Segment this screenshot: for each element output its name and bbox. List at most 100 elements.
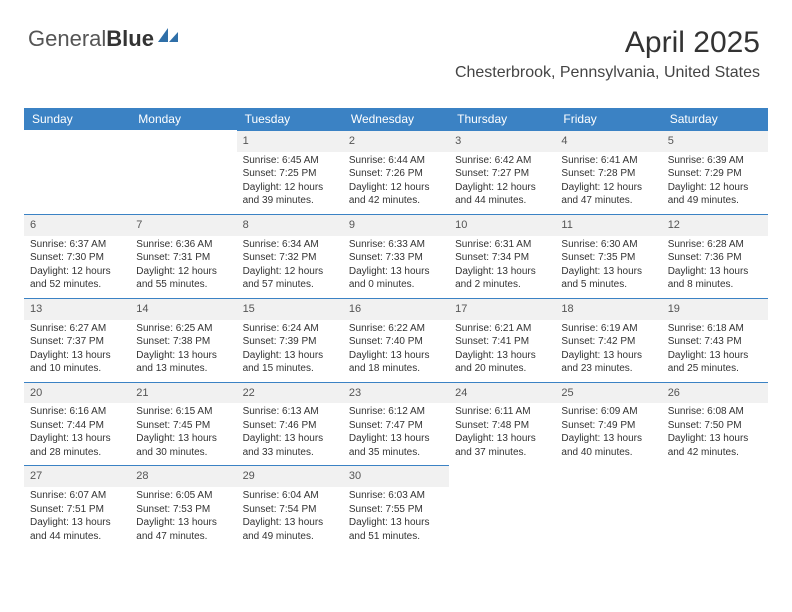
daylight-text: Daylight: 13 hours and 33 minutes. <box>243 432 337 459</box>
daylight-text: Daylight: 13 hours and 42 minutes. <box>668 432 762 459</box>
sunset-text: Sunset: 7:45 PM <box>136 419 230 433</box>
day-number: 6 <box>24 214 130 236</box>
calendar-day-cell: 9Sunrise: 6:33 AMSunset: 7:33 PMDaylight… <box>343 214 449 298</box>
calendar-day-cell: 19Sunrise: 6:18 AMSunset: 7:43 PMDayligh… <box>662 298 768 382</box>
daylight-text: Daylight: 12 hours and 57 minutes. <box>243 265 337 292</box>
sunrise-text: Sunrise: 6:12 AM <box>349 405 443 419</box>
day-details: Sunrise: 6:08 AMSunset: 7:50 PMDaylight:… <box>662 403 768 465</box>
sunrise-text: Sunrise: 6:03 AM <box>349 489 443 503</box>
day-number: 12 <box>662 214 768 236</box>
sunrise-text: Sunrise: 6:30 AM <box>561 238 655 252</box>
day-details: Sunrise: 6:41 AMSunset: 7:28 PMDaylight:… <box>555 152 661 214</box>
title-block: April 2025 Chesterbrook, Pennsylvania, U… <box>455 26 760 82</box>
day-details: Sunrise: 6:28 AMSunset: 7:36 PMDaylight:… <box>662 236 768 298</box>
daylight-text: Daylight: 13 hours and 47 minutes. <box>136 516 230 543</box>
sunset-text: Sunset: 7:47 PM <box>349 419 443 433</box>
logo-sail-icon <box>156 26 180 47</box>
sunrise-text: Sunrise: 6:15 AM <box>136 405 230 419</box>
calendar-day-cell: 12Sunrise: 6:28 AMSunset: 7:36 PMDayligh… <box>662 214 768 298</box>
weekday-header: Monday <box>130 108 236 130</box>
daylight-text: Daylight: 13 hours and 13 minutes. <box>136 349 230 376</box>
sunset-text: Sunset: 7:42 PM <box>561 335 655 349</box>
weekday-header: Thursday <box>449 108 555 130</box>
sunrise-text: Sunrise: 6:18 AM <box>668 322 762 336</box>
sunrise-text: Sunrise: 6:44 AM <box>349 154 443 168</box>
sunrise-text: Sunrise: 6:05 AM <box>136 489 230 503</box>
daylight-text: Daylight: 13 hours and 37 minutes. <box>455 432 549 459</box>
day-details: Sunrise: 6:15 AMSunset: 7:45 PMDaylight:… <box>130 403 236 465</box>
sunrise-text: Sunrise: 6:25 AM <box>136 322 230 336</box>
day-details: Sunrise: 6:03 AMSunset: 7:55 PMDaylight:… <box>343 487 449 549</box>
day-number: 1 <box>237 130 343 152</box>
calendar-day-cell: 28Sunrise: 6:05 AMSunset: 7:53 PMDayligh… <box>130 465 236 549</box>
weekday-header: Wednesday <box>343 108 449 130</box>
sunrise-text: Sunrise: 6:28 AM <box>668 238 762 252</box>
calendar-week-row: 1Sunrise: 6:45 AMSunset: 7:25 PMDaylight… <box>24 130 768 214</box>
day-number: 17 <box>449 298 555 320</box>
day-details: Sunrise: 6:07 AMSunset: 7:51 PMDaylight:… <box>24 487 130 549</box>
sunset-text: Sunset: 7:28 PM <box>561 167 655 181</box>
day-number: 2 <box>343 130 449 152</box>
daylight-text: Daylight: 13 hours and 30 minutes. <box>136 432 230 459</box>
daylight-text: Daylight: 13 hours and 8 minutes. <box>668 265 762 292</box>
calendar-day-cell: 21Sunrise: 6:15 AMSunset: 7:45 PMDayligh… <box>130 382 236 466</box>
day-number: 15 <box>237 298 343 320</box>
day-number: 5 <box>662 130 768 152</box>
calendar-day-cell: 22Sunrise: 6:13 AMSunset: 7:46 PMDayligh… <box>237 382 343 466</box>
daylight-text: Daylight: 13 hours and 2 minutes. <box>455 265 549 292</box>
calendar-week-row: 6Sunrise: 6:37 AMSunset: 7:30 PMDaylight… <box>24 214 768 298</box>
sunrise-text: Sunrise: 6:11 AM <box>455 405 549 419</box>
sunset-text: Sunset: 7:48 PM <box>455 419 549 433</box>
day-details: Sunrise: 6:39 AMSunset: 7:29 PMDaylight:… <box>662 152 768 214</box>
weekday-header: Saturday <box>662 108 768 130</box>
sunset-text: Sunset: 7:54 PM <box>243 503 337 517</box>
calendar-day-cell: 2Sunrise: 6:44 AMSunset: 7:26 PMDaylight… <box>343 130 449 214</box>
daylight-text: Daylight: 13 hours and 28 minutes. <box>30 432 124 459</box>
sunset-text: Sunset: 7:53 PM <box>136 503 230 517</box>
calendar-week-row: 20Sunrise: 6:16 AMSunset: 7:44 PMDayligh… <box>24 382 768 466</box>
sunrise-text: Sunrise: 6:19 AM <box>561 322 655 336</box>
day-details: Sunrise: 6:21 AMSunset: 7:41 PMDaylight:… <box>449 320 555 382</box>
daylight-text: Daylight: 12 hours and 55 minutes. <box>136 265 230 292</box>
sunset-text: Sunset: 7:35 PM <box>561 251 655 265</box>
daylight-text: Daylight: 13 hours and 0 minutes. <box>349 265 443 292</box>
sunset-text: Sunset: 7:34 PM <box>455 251 549 265</box>
day-details: Sunrise: 6:25 AMSunset: 7:38 PMDaylight:… <box>130 320 236 382</box>
sunrise-text: Sunrise: 6:21 AM <box>455 322 549 336</box>
calendar-day-cell <box>130 130 236 214</box>
sunrise-text: Sunrise: 6:37 AM <box>30 238 124 252</box>
sunrise-text: Sunrise: 6:04 AM <box>243 489 337 503</box>
sunrise-text: Sunrise: 6:09 AM <box>561 405 655 419</box>
calendar-day-cell: 5Sunrise: 6:39 AMSunset: 7:29 PMDaylight… <box>662 130 768 214</box>
day-number: 30 <box>343 465 449 487</box>
sunrise-text: Sunrise: 6:34 AM <box>243 238 337 252</box>
day-details: Sunrise: 6:37 AMSunset: 7:30 PMDaylight:… <box>24 236 130 298</box>
day-number: 21 <box>130 382 236 404</box>
sunset-text: Sunset: 7:55 PM <box>349 503 443 517</box>
daylight-text: Daylight: 13 hours and 51 minutes. <box>349 516 443 543</box>
sunset-text: Sunset: 7:38 PM <box>136 335 230 349</box>
calendar-day-cell: 15Sunrise: 6:24 AMSunset: 7:39 PMDayligh… <box>237 298 343 382</box>
sunrise-text: Sunrise: 6:24 AM <box>243 322 337 336</box>
sunset-text: Sunset: 7:36 PM <box>668 251 762 265</box>
calendar: SundayMondayTuesdayWednesdayThursdayFrid… <box>24 108 768 549</box>
day-number: 16 <box>343 298 449 320</box>
calendar-day-cell: 10Sunrise: 6:31 AMSunset: 7:34 PMDayligh… <box>449 214 555 298</box>
day-number: 11 <box>555 214 661 236</box>
sunset-text: Sunset: 7:30 PM <box>30 251 124 265</box>
weekday-header: Friday <box>555 108 661 130</box>
day-details: Sunrise: 6:34 AMSunset: 7:32 PMDaylight:… <box>237 236 343 298</box>
calendar-day-cell: 13Sunrise: 6:27 AMSunset: 7:37 PMDayligh… <box>24 298 130 382</box>
calendar-day-cell: 25Sunrise: 6:09 AMSunset: 7:49 PMDayligh… <box>555 382 661 466</box>
daylight-text: Daylight: 12 hours and 49 minutes. <box>668 181 762 208</box>
sunset-text: Sunset: 7:50 PM <box>668 419 762 433</box>
sunrise-text: Sunrise: 6:41 AM <box>561 154 655 168</box>
sunset-text: Sunset: 7:43 PM <box>668 335 762 349</box>
day-details: Sunrise: 6:30 AMSunset: 7:35 PMDaylight:… <box>555 236 661 298</box>
day-number: 3 <box>449 130 555 152</box>
day-details: Sunrise: 6:45 AMSunset: 7:25 PMDaylight:… <box>237 152 343 214</box>
day-details: Sunrise: 6:33 AMSunset: 7:33 PMDaylight:… <box>343 236 449 298</box>
daylight-text: Daylight: 12 hours and 39 minutes. <box>243 181 337 208</box>
day-number: 9 <box>343 214 449 236</box>
sunset-text: Sunset: 7:46 PM <box>243 419 337 433</box>
